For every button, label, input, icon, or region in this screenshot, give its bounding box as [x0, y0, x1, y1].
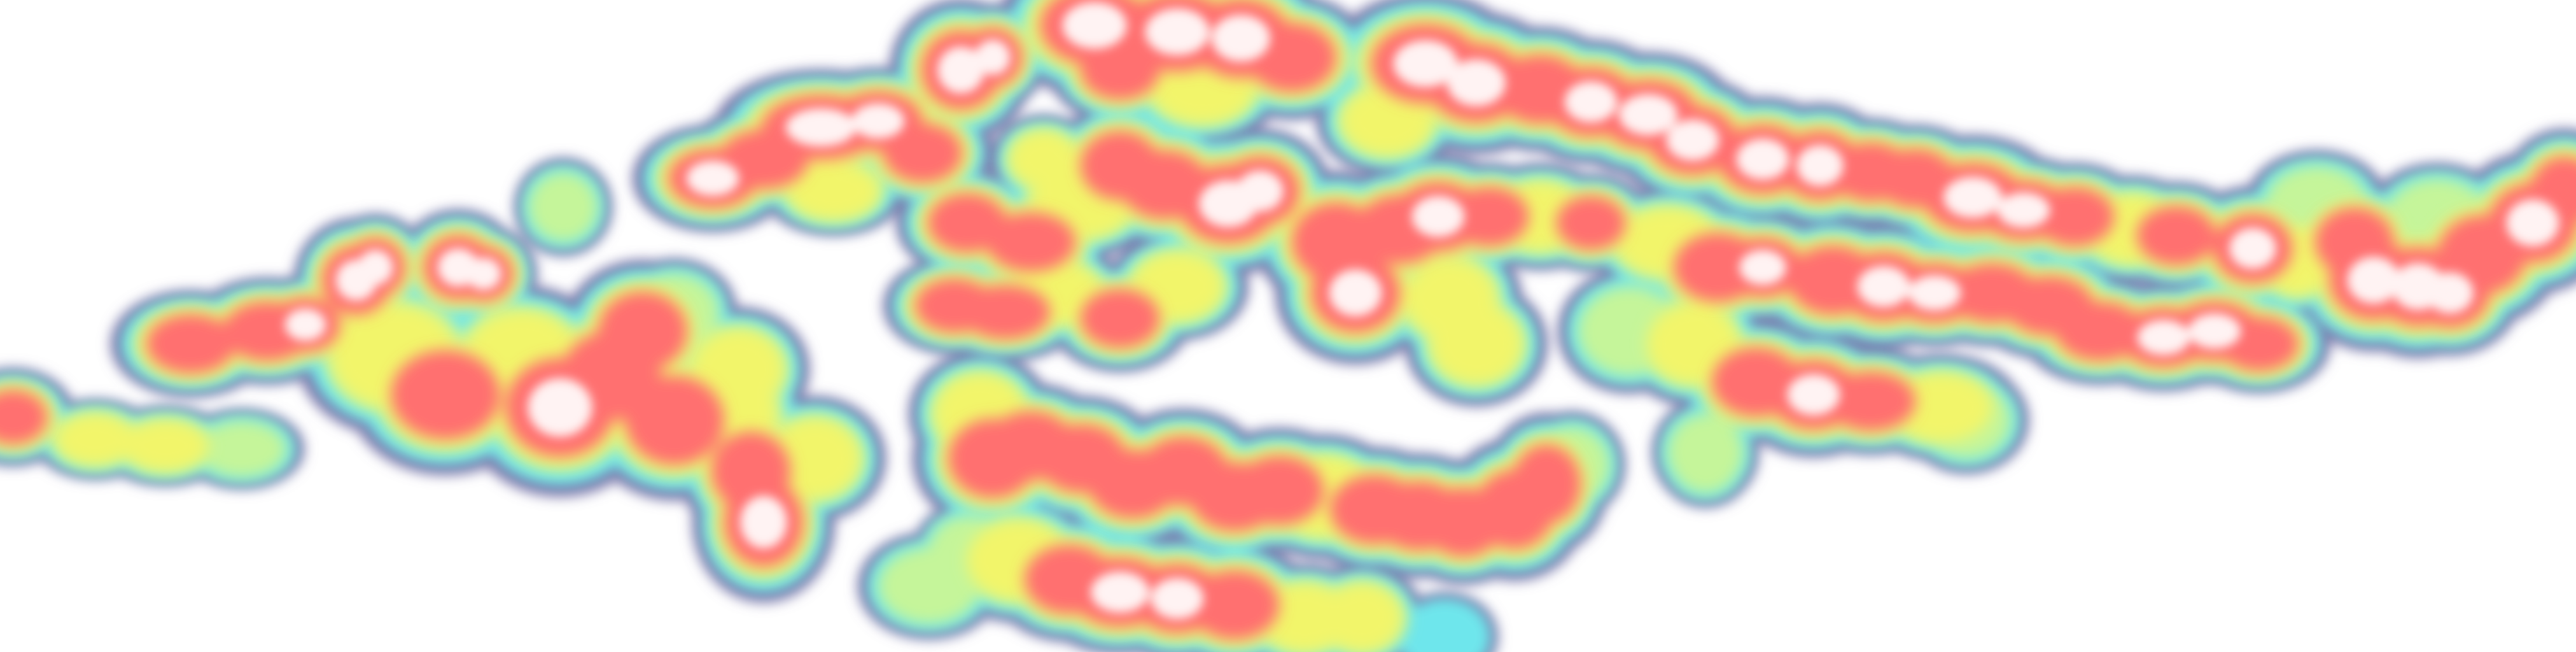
density-blob — [1145, 8, 1210, 55]
density-blob — [598, 291, 688, 371]
density-blob — [1943, 176, 2002, 218]
density-blob — [883, 123, 963, 183]
density-blob — [196, 420, 288, 478]
density-blob — [466, 257, 501, 290]
density-blob — [1449, 187, 1529, 246]
density-blob — [284, 308, 326, 341]
density-blob — [1411, 195, 1465, 237]
density-blob — [1234, 455, 1324, 525]
density-blob — [2347, 257, 2400, 304]
density-blob — [625, 375, 724, 465]
density-blob — [1151, 578, 1204, 620]
density-blob — [769, 418, 860, 499]
density-blob — [0, 390, 48, 444]
density-blob — [528, 378, 592, 437]
density-point — [527, 171, 599, 243]
density-blob — [1236, 170, 1284, 212]
density-blob — [1329, 269, 1382, 316]
density-point — [1410, 605, 1480, 652]
density-blob — [1511, 444, 1581, 524]
density-blob — [692, 329, 784, 409]
density-blob — [358, 250, 393, 285]
density-blob — [851, 103, 905, 139]
density-blob — [785, 108, 857, 146]
density-blob — [1826, 371, 1916, 431]
density-blob — [1447, 59, 1506, 106]
density-blob — [1889, 373, 1992, 442]
density-blob — [1997, 192, 2050, 228]
density-point — [1669, 422, 1742, 495]
density-blob — [1322, 583, 1402, 652]
density-blob — [986, 212, 1076, 272]
density-blob — [1736, 138, 1789, 180]
density-blob — [1393, 40, 1458, 87]
density-blob — [1666, 119, 1719, 161]
density-blob — [1431, 304, 1522, 384]
density-blob — [1556, 195, 1626, 250]
density-blob — [1189, 570, 1280, 640]
density-blob — [122, 420, 209, 472]
density-blob — [1212, 15, 1270, 62]
density-blob — [1091, 571, 1149, 613]
density-blob — [2229, 227, 2276, 269]
density-blob — [1739, 250, 1786, 285]
density-blob — [1619, 94, 1677, 136]
density-blob — [740, 495, 787, 549]
density-blob — [1080, 40, 1160, 100]
density-blob — [975, 39, 1011, 75]
density-blob — [1787, 374, 1840, 416]
density-blob — [1857, 266, 1910, 308]
density-blob — [1062, 2, 1127, 49]
density-blob — [2188, 313, 2241, 349]
density-blob — [2136, 206, 2216, 266]
density-blob — [1341, 87, 1433, 155]
density-blob — [391, 350, 500, 440]
density-blob — [1796, 145, 1844, 187]
density-blob — [1009, 131, 1078, 188]
density-blob — [1564, 81, 1618, 123]
density-blob — [2426, 272, 2474, 314]
density-blob — [146, 314, 236, 374]
density-blob — [686, 160, 739, 196]
density-blob — [55, 413, 136, 465]
density-blob — [788, 162, 879, 220]
density-blob — [2137, 320, 2190, 355]
density-blob — [1080, 288, 1160, 348]
density-blob — [711, 431, 791, 511]
density-blob — [937, 46, 984, 94]
density-blob — [1908, 275, 1961, 311]
density-blob — [2506, 199, 2559, 246]
density-blob — [960, 285, 1051, 339]
density-blob — [2034, 187, 2115, 246]
density-layer-peak — [284, 2, 2559, 620]
